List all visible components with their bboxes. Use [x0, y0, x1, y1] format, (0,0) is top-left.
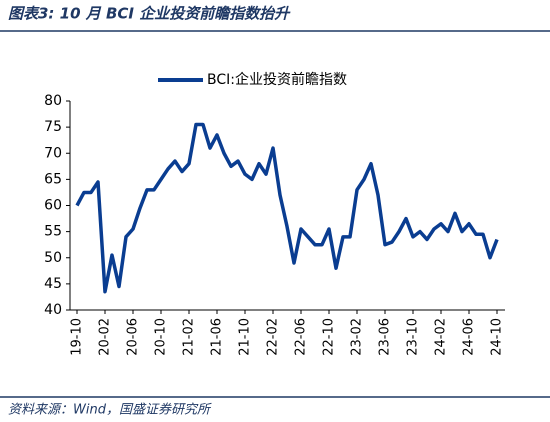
- y-tick-label: 65: [44, 171, 62, 187]
- x-tick-label: 22-02: [266, 318, 281, 356]
- x-tick-label: 21-06: [210, 318, 225, 356]
- x-tick-label: 23-06: [378, 318, 393, 356]
- y-tick-label: 45: [44, 276, 62, 292]
- y-tick-label: 70: [44, 145, 62, 161]
- x-tick-label: 24-06: [462, 318, 477, 356]
- y-tick-label: 60: [44, 198, 62, 214]
- x-tick-label: 20-10: [154, 318, 169, 356]
- x-tick-label: 20-06: [126, 318, 141, 356]
- y-tick-label: 40: [44, 302, 62, 318]
- y-tick-label: 75: [44, 119, 62, 135]
- y-tick-label: 50: [44, 250, 62, 266]
- x-tick-label: 24-10: [490, 318, 505, 356]
- x-tick-label: 22-06: [294, 318, 309, 356]
- x-tick-label: 19-10: [70, 318, 85, 356]
- legend-label: BCI:企业投资前瞻指数: [207, 71, 347, 88]
- x-tick-label: 21-10: [238, 318, 253, 356]
- x-tick-label: 24-02: [434, 318, 449, 356]
- x-tick-label: 21-02: [182, 318, 197, 356]
- chart-title: 图表3: 10 月 BCI 企业投资前瞻指数抬升: [8, 5, 291, 23]
- x-tick-label: 23-10: [406, 318, 421, 356]
- y-tick-label: 55: [44, 224, 62, 240]
- y-tick-label: 80: [44, 93, 62, 109]
- x-tick-label: 20-02: [98, 318, 113, 356]
- line-series: [75, 122, 499, 294]
- x-tick-label: 22-10: [322, 318, 337, 356]
- x-tick-label: 23-02: [350, 318, 365, 356]
- source: 资料来源：Wind，国盛证券研究所: [8, 402, 212, 418]
